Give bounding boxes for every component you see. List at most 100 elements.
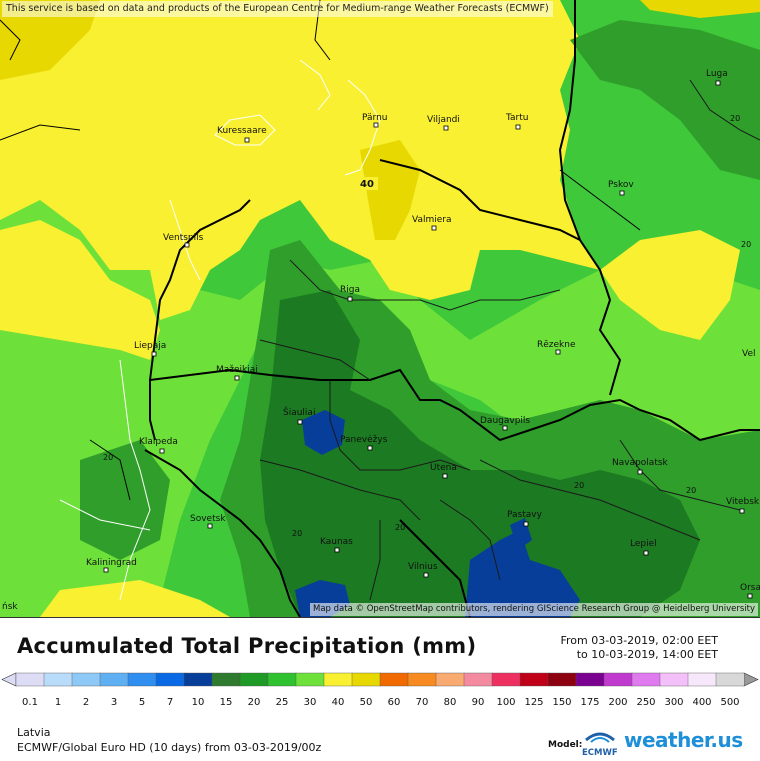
contour-labels: 40 20 20 20 20 20 20 20: [103, 114, 751, 538]
colorbar-tick-label: 175: [580, 697, 599, 708]
precip-band-10-siauliai: [302, 410, 345, 455]
city-label-kaunas: Kaunas: [320, 537, 353, 547]
colorbar-swatch: [15, 672, 45, 687]
colorbar-tick-label: 90: [472, 697, 485, 708]
city-label-orsa: Orsa: [740, 583, 760, 593]
city-label-viljandi: Viljandi: [427, 115, 460, 125]
colorbar-tick-label: 15: [220, 697, 233, 708]
colorbar-swatch: [547, 672, 577, 687]
colorbar-swatch: [519, 672, 549, 687]
city-label-kuressaare: Kuressaare: [217, 126, 267, 136]
precip-band-20-ne: [570, 20, 760, 180]
colorbar-swatch: [715, 672, 745, 687]
city-label-tartu: Tartu: [505, 113, 528, 123]
colorbar-swatch: [239, 672, 269, 687]
legend-panel: Accumulated Total Precipitation (mm) Fro…: [0, 617, 760, 761]
contour-label-bg: [358, 177, 378, 190]
contour-label-20-d: 20: [574, 481, 584, 490]
colorbar-left-arrow: [1, 672, 17, 687]
city-label-ventspils: Ventspils: [163, 233, 204, 243]
city-label-luga: Luga: [706, 69, 728, 79]
colorbar-tick-label: 60: [388, 697, 401, 708]
city-label-kaliningrad: Kaliningrad: [86, 558, 137, 568]
city-label-utena: Utena: [430, 463, 457, 473]
contour-label-20-a: 20: [730, 114, 740, 123]
contour-label-20-b: 20: [741, 240, 751, 249]
colorbar-tick-label: 0.1: [22, 697, 38, 708]
colorbar-tick-label: 150: [552, 697, 571, 708]
colorbar-swatch: [127, 672, 157, 687]
contour-label-20-c: 20: [103, 453, 113, 462]
model-label: Model:: [548, 740, 583, 750]
ecmwf-notice: This service is based on data and produc…: [2, 1, 553, 17]
colorbar-swatch: [211, 672, 241, 687]
colorbar-right-arrow: [743, 672, 759, 687]
city-label-daugavpils: Daugavpils: [480, 416, 530, 426]
contour-lines: [0, 0, 641, 501]
precip-band-30-south: [40, 580, 230, 617]
colorbar-swatch: [43, 672, 73, 687]
colorbar-tick-label: 200: [608, 697, 627, 708]
city-labels: Luga Kuressaare Pärnu Viljandi Tartu Psk…: [2, 69, 760, 612]
city-label-pastavy: Pastavy: [507, 510, 543, 520]
colorbar-tick-label: 3: [111, 697, 117, 708]
colorbar-tick-label: 40: [332, 697, 345, 708]
precip-band-40b: [640, 0, 760, 18]
precip-band-40: [0, 0, 420, 240]
city-label-sovetsk: Sovetsk: [190, 514, 226, 524]
colorbar-swatch: [463, 672, 493, 687]
precip-band-30-west: [0, 220, 160, 360]
precip-band-25: [0, 120, 760, 617]
colorbar-tick-label: 400: [692, 697, 711, 708]
weather-us-logo[interactable]: weather.us: [624, 728, 743, 752]
colorbar-tick-label: 300: [664, 697, 683, 708]
colorbar-tick-label: 2: [83, 697, 89, 708]
map-attribution[interactable]: Map data © OpenStreetMap contributors, r…: [310, 603, 758, 616]
city-label-valmiera: Valmiera: [412, 215, 452, 225]
colorbar-swatch: [71, 672, 101, 687]
city-label-klaipeda: Klaipeda: [139, 437, 178, 447]
model-info: ECMWF/Global Euro HD (10 days) from 03-0…: [17, 741, 322, 754]
colorbar-tick-label: 7: [167, 697, 173, 708]
colorbar-tick-label: 30: [304, 697, 317, 708]
country-borders: [144, 0, 760, 617]
colorbar: 0.1 1 2 3 5 7 10 15 20 25 30 40 50 60 70 80 90 100 125 150 1…: [1, 672, 759, 708]
colorbar-tick-label: 125: [524, 697, 543, 708]
range-to: to 10-03-2019, 14:00 EET: [576, 648, 718, 661]
colorbar-swatch: [603, 672, 633, 687]
city-label-mazeikiai: Mažeikiai: [216, 365, 258, 375]
city-label-panevezys: Panevėžys: [340, 435, 388, 445]
colorbar-tick-label: 70: [416, 697, 429, 708]
city-label-parnu: Pärnu: [362, 113, 388, 123]
colorbar-tick-label: 250: [636, 697, 655, 708]
colorbar-swatch: [295, 672, 325, 687]
colorbar-swatch: [659, 672, 689, 687]
colorbar-swatch: [351, 672, 381, 687]
colorbar-swatch: [267, 672, 297, 687]
city-label-vilnius: Vilnius: [408, 562, 438, 572]
city-label-vel: Vel: [742, 349, 756, 359]
ecmwf-logo-text: ECMWF: [582, 748, 618, 758]
colorbar-swatch: [491, 672, 521, 687]
contour-label-20-f: 20: [395, 523, 405, 532]
colorbar-tick-label: 100: [496, 697, 515, 708]
city-label-vitebsk: Vitebsk: [726, 497, 760, 507]
colorbar-swatch: [155, 672, 185, 687]
colorbar-swatch: [687, 672, 717, 687]
colorbar-tick-label: 25: [276, 697, 289, 708]
city-label-rezekne: Rēzekne: [537, 340, 576, 350]
colorbar-tick-label: 80: [444, 697, 457, 708]
colorbar-swatch: [379, 672, 409, 687]
colorbar-swatch: [323, 672, 353, 687]
city-label-liepaja: Liepaja: [134, 341, 166, 351]
precipitation-map[interactable]: Luga Kuressaare Pärnu Viljandi Tartu Psk…: [0, 0, 760, 617]
colorbar-tick-label: 5: [139, 697, 145, 708]
city-label-pskov: Pskov: [608, 180, 634, 190]
contour-label-20-g: 20: [292, 529, 302, 538]
city-label-navapolatsk: Navapolatsk: [612, 458, 669, 468]
colorbar-swatch: [575, 672, 605, 687]
city-label-siauliai: Šiauliai: [283, 406, 315, 418]
colorbar-swatch: [435, 672, 465, 687]
regional-borders: [259, 79, 760, 601]
region-name: Latvia: [17, 726, 51, 739]
